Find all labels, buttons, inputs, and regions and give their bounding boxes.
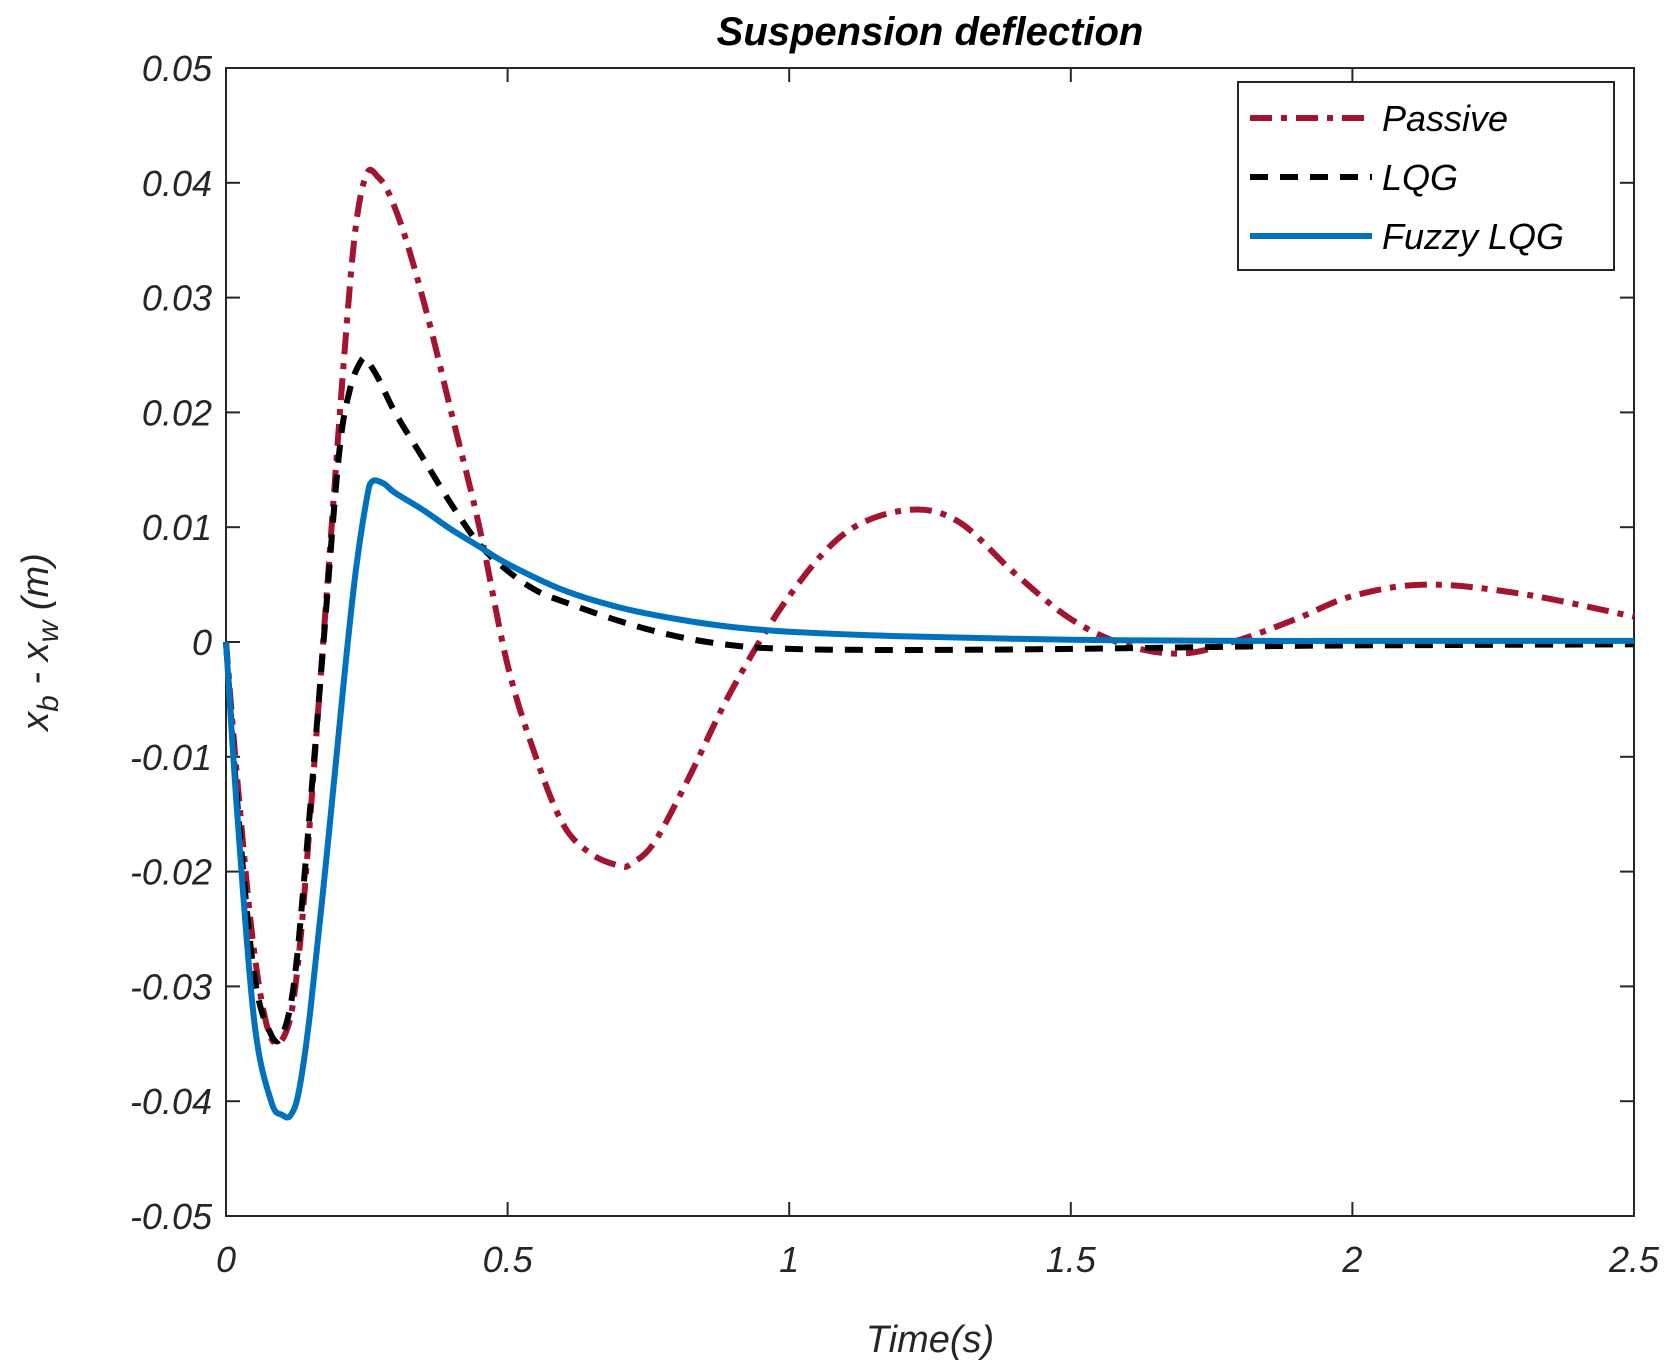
y-label-part-mid: - x [15,640,57,695]
y-tick-label: -0.01 [130,737,212,778]
x-tick-label: 2.5 [1608,1239,1660,1280]
x-tick-label: 1 [779,1239,799,1280]
series-line-passive [223,167,1635,1047]
legend-label-fuzzy-lqg: Fuzzy LQG [1382,216,1564,257]
x-tick-label: 0 [216,1239,236,1280]
y-tick-labels: -0.05 -0.04 -0.03 -0.02 -0.01 0 0.01 0.02 0.03 0.… [130,48,213,1237]
y-label-part-x: x [15,710,57,733]
chart-title: Suspension deflection [717,10,1144,54]
series-line-fuzzy-lqg [223,477,1634,1121]
y-tick-label: 0.03 [142,278,212,319]
series-layer [223,167,1635,1121]
y-tick-label: 0.04 [142,163,212,204]
x-tick-label: 2 [1341,1239,1362,1280]
y-label-part-unit: (m) [15,553,57,621]
x-tick-label: 0.5 [483,1239,534,1280]
y-tick-label: -0.04 [130,1081,212,1122]
y-tick-label: 0.02 [142,392,212,433]
y-tick-label: -0.02 [130,852,212,893]
y-tick-label: 0.05 [142,48,213,89]
y-tick-label: 0.01 [142,507,212,548]
y-tick-label: -0.03 [130,966,212,1007]
x-tick-labels: 0 0.5 1 1.5 2 2.5 [216,1239,1660,1280]
y-tick-label: -0.05 [130,1196,213,1237]
x-axis-label: Time(s) [866,1319,994,1361]
legend-label-passive: Passive [1382,98,1508,139]
legend: Passive LQG Fuzzy LQG [1237,81,1615,271]
y-label-sub-w: w [32,618,65,642]
y-axis-label: xb - xw (m) [15,553,65,733]
series-line-lqg [223,354,1635,1045]
y-tick-label: 0 [192,622,212,663]
legend-label-lqg: LQG [1382,157,1458,198]
x-tick-label: 1.5 [1046,1239,1097,1280]
y-label-sub-b: b [32,695,65,712]
